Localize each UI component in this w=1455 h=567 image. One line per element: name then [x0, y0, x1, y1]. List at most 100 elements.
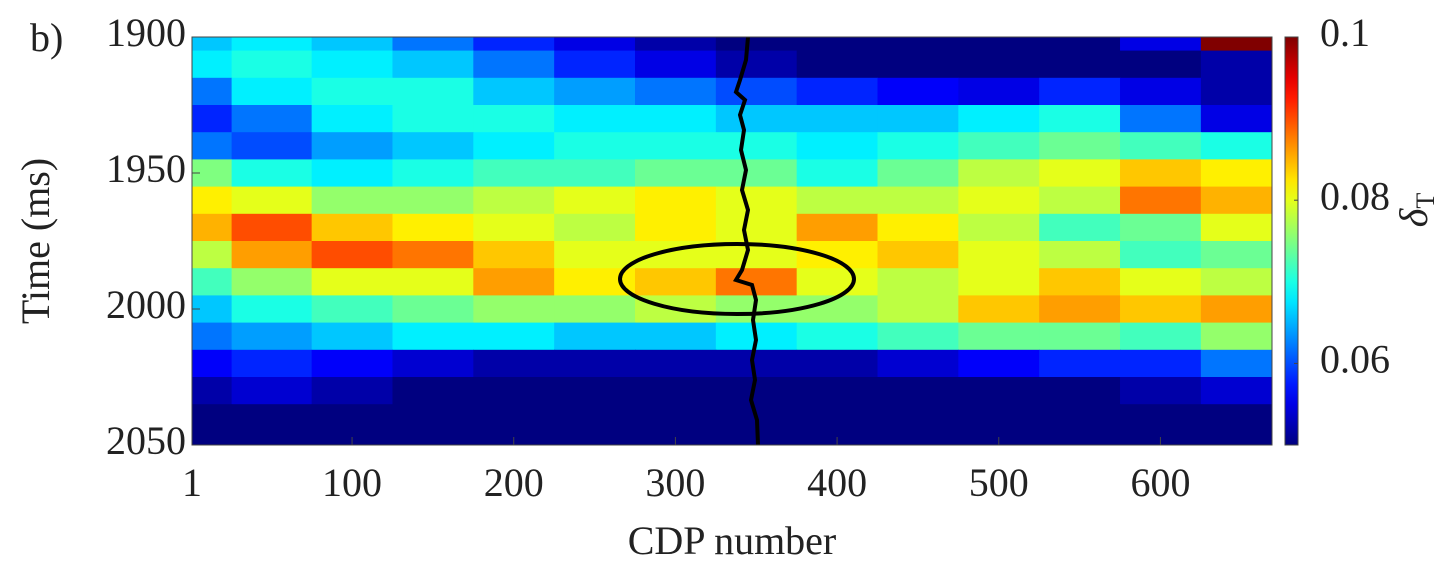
cell — [311, 322, 393, 351]
cell — [1039, 105, 1121, 133]
cell — [877, 132, 959, 160]
cell — [231, 322, 313, 351]
cell — [796, 105, 879, 133]
cell — [715, 37, 798, 52]
cell — [1120, 159, 1202, 188]
cell — [796, 186, 879, 215]
cell — [958, 349, 1040, 378]
cell — [473, 404, 555, 432]
cell — [554, 213, 636, 242]
cell — [796, 37, 879, 52]
cell — [958, 404, 1040, 432]
plot-frame — [191, 36, 1273, 446]
cell — [958, 241, 1040, 269]
cell — [473, 349, 555, 378]
colorbar-tick-label: 0.08 — [1320, 173, 1390, 218]
cell — [192, 105, 233, 133]
cell — [1039, 37, 1121, 52]
cell — [231, 295, 313, 324]
x-tick-label: 400 — [807, 460, 867, 505]
colorbar-label: δT — [1391, 193, 1440, 228]
cell — [715, 105, 798, 133]
cell — [1200, 322, 1272, 351]
cell — [715, 50, 798, 79]
well-log — [732, 36, 760, 446]
cell — [1200, 159, 1272, 188]
y-tick-label: 1950 — [106, 146, 186, 191]
cell — [231, 186, 313, 215]
cell — [634, 404, 717, 432]
cell — [877, 159, 959, 188]
cell — [1120, 349, 1202, 378]
cell — [1200, 241, 1272, 269]
heatmap — [192, 37, 1272, 445]
cell — [554, 132, 636, 160]
cell — [192, 268, 233, 296]
cell — [192, 213, 233, 242]
colorbar-tick-label: 0.06 — [1320, 337, 1390, 382]
cell — [796, 132, 879, 160]
cell — [192, 77, 233, 106]
cell — [392, 159, 474, 188]
cell — [1200, 50, 1272, 79]
cell — [231, 431, 313, 445]
cell — [958, 132, 1040, 160]
cell — [1120, 37, 1202, 52]
cell — [1200, 268, 1272, 296]
cell — [1039, 241, 1121, 269]
x-tick-label: 1 — [182, 460, 202, 505]
cell — [1120, 186, 1202, 215]
cell — [192, 349, 233, 378]
cell — [192, 322, 233, 351]
cell — [392, 431, 474, 445]
cell — [958, 50, 1040, 79]
cell — [231, 37, 313, 52]
cell — [958, 105, 1040, 133]
cell — [554, 295, 636, 324]
cell — [473, 295, 555, 324]
cell — [958, 186, 1040, 215]
cell — [392, 295, 474, 324]
cell — [877, 431, 959, 445]
panel-label: b) — [30, 15, 63, 60]
cell — [796, 268, 879, 296]
cell — [715, 213, 798, 242]
cell — [554, 77, 636, 106]
y-tick-label: 2050 — [106, 418, 186, 463]
cell — [1200, 431, 1272, 445]
cell — [311, 295, 393, 324]
cell — [311, 37, 393, 52]
cell — [1200, 105, 1272, 133]
cell — [392, 268, 474, 296]
cell — [554, 404, 636, 432]
cell — [877, 77, 959, 106]
cell — [877, 349, 959, 378]
cell — [231, 349, 313, 378]
cell — [634, 132, 717, 160]
cell — [392, 404, 474, 432]
cell — [392, 213, 474, 242]
cell — [231, 213, 313, 242]
cell — [192, 186, 233, 215]
cell — [796, 213, 879, 242]
cell — [192, 132, 233, 160]
x-tick-label: 300 — [645, 460, 705, 505]
cell — [877, 377, 959, 405]
y-axis-label: Time (ms) — [13, 158, 58, 324]
cell — [554, 322, 636, 351]
cell — [554, 159, 636, 188]
cell — [634, 105, 717, 133]
cell — [796, 377, 879, 405]
cell — [1039, 295, 1121, 324]
cell — [392, 132, 474, 160]
cell — [554, 377, 636, 405]
cell — [1120, 268, 1202, 296]
cell — [231, 377, 313, 405]
cell — [634, 349, 717, 378]
cell — [311, 404, 393, 432]
cell — [554, 105, 636, 133]
cell — [1039, 349, 1121, 378]
cell — [877, 105, 959, 133]
cell — [958, 213, 1040, 242]
cell — [1039, 50, 1121, 79]
